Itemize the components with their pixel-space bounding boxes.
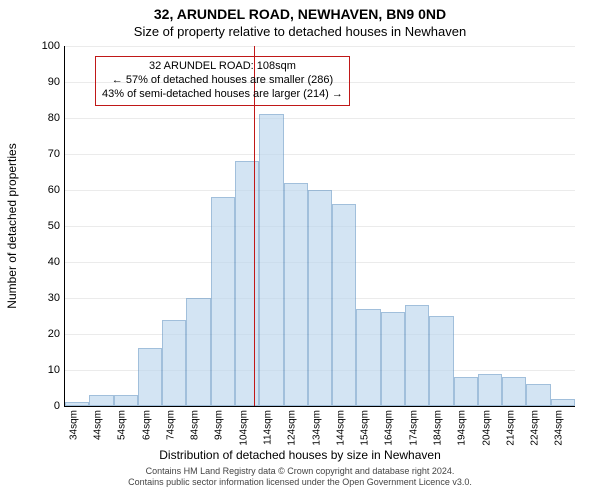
histogram-bar bbox=[89, 395, 113, 406]
histogram-bar bbox=[526, 384, 550, 406]
gridline bbox=[65, 118, 575, 119]
x-tick-label: 74sqm bbox=[165, 410, 176, 440]
annotation-line2: ← 57% of detached houses are smaller (28… bbox=[102, 74, 343, 88]
x-tick-label: 44sqm bbox=[93, 410, 104, 440]
x-tick-label: 34sqm bbox=[68, 410, 79, 440]
histogram-bar bbox=[502, 377, 526, 406]
x-tick-label: 174sqm bbox=[408, 410, 419, 446]
histogram-bar bbox=[308, 190, 332, 406]
histogram-bar bbox=[381, 312, 405, 406]
histogram-bar bbox=[235, 161, 259, 406]
footer-line2: Contains public sector information licen… bbox=[0, 477, 600, 488]
gridline bbox=[65, 46, 575, 47]
title-subtitle: Size of property relative to detached ho… bbox=[0, 24, 600, 39]
x-tick-label: 214sqm bbox=[505, 410, 516, 446]
x-tick-label: 154sqm bbox=[360, 410, 371, 446]
x-tick-label: 164sqm bbox=[384, 410, 395, 446]
histogram-bar bbox=[65, 402, 89, 406]
annotation-line3: 43% of semi-detached houses are larger (… bbox=[102, 88, 343, 102]
histogram-bar bbox=[332, 204, 356, 406]
y-tick-label: 40 bbox=[26, 256, 60, 268]
y-tick-label: 20 bbox=[26, 328, 60, 340]
y-tick-label: 100 bbox=[26, 40, 60, 52]
histogram-bar bbox=[162, 320, 186, 406]
x-tick-label: 134sqm bbox=[311, 410, 322, 446]
histogram-bar bbox=[429, 316, 453, 406]
y-tick-label: 80 bbox=[26, 112, 60, 124]
x-tick-label: 94sqm bbox=[214, 410, 225, 440]
x-tick-label: 64sqm bbox=[141, 410, 152, 440]
footer: Contains HM Land Registry data © Crown c… bbox=[0, 466, 600, 489]
histogram-bar bbox=[478, 374, 502, 406]
histogram-bar bbox=[405, 305, 429, 406]
histogram-bar bbox=[259, 114, 283, 406]
footer-line1: Contains HM Land Registry data © Crown c… bbox=[0, 466, 600, 477]
x-tick-label: 204sqm bbox=[481, 410, 492, 446]
x-tick-label: 224sqm bbox=[530, 410, 541, 446]
y-tick-label: 60 bbox=[26, 184, 60, 196]
x-tick-label: 124sqm bbox=[287, 410, 298, 446]
histogram-bar bbox=[186, 298, 210, 406]
chart-container: 32, ARUNDEL ROAD, NEWHAVEN, BN9 0ND Size… bbox=[0, 0, 600, 500]
histogram-bar bbox=[114, 395, 138, 406]
histogram-bar bbox=[211, 197, 235, 406]
x-tick-label: 84sqm bbox=[190, 410, 201, 440]
y-tick-label: 30 bbox=[26, 292, 60, 304]
histogram-bar bbox=[284, 183, 308, 406]
gridline bbox=[65, 154, 575, 155]
annotation-line1: 32 ARUNDEL ROAD: 108sqm bbox=[102, 60, 343, 74]
y-tick-label: 0 bbox=[26, 400, 60, 412]
x-tick-label: 184sqm bbox=[433, 410, 444, 446]
histogram-bar bbox=[454, 377, 478, 406]
histogram-bar bbox=[551, 399, 575, 406]
y-tick-label: 50 bbox=[26, 220, 60, 232]
x-tick-label: 104sqm bbox=[238, 410, 249, 446]
annotation-box: 32 ARUNDEL ROAD: 108sqm ← 57% of detache… bbox=[95, 56, 350, 106]
y-tick-label: 10 bbox=[26, 364, 60, 376]
y-axis-label: Number of detached properties bbox=[5, 143, 19, 308]
x-tick-label: 234sqm bbox=[554, 410, 565, 446]
x-axis-label: Distribution of detached houses by size … bbox=[0, 448, 600, 462]
x-tick-label: 54sqm bbox=[117, 410, 128, 440]
histogram-bar bbox=[356, 309, 380, 406]
histogram-bar bbox=[138, 348, 162, 406]
x-tick-label: 194sqm bbox=[457, 410, 468, 446]
y-tick-label: 90 bbox=[26, 76, 60, 88]
x-tick-label: 114sqm bbox=[263, 410, 274, 445]
y-tick-label: 70 bbox=[26, 148, 60, 160]
title-address: 32, ARUNDEL ROAD, NEWHAVEN, BN9 0ND bbox=[0, 6, 600, 22]
x-tick-label: 144sqm bbox=[335, 410, 346, 446]
